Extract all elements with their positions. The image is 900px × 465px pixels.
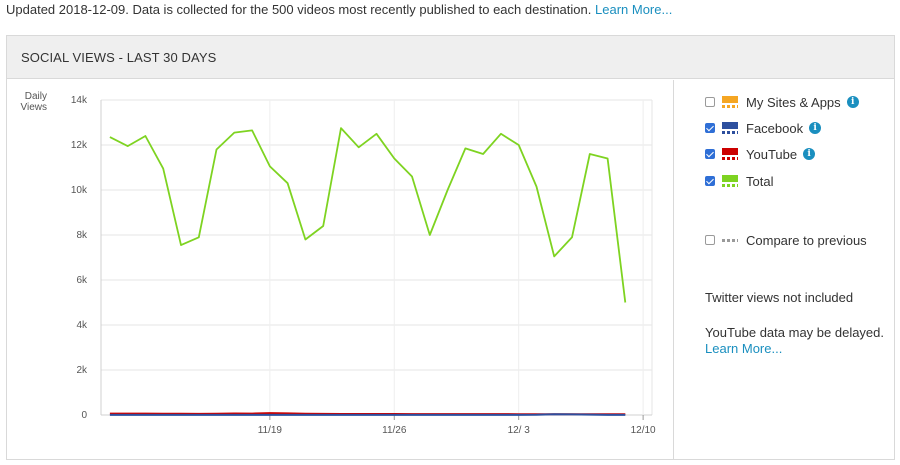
update-note: Updated 2018-12-09. Data is collected fo…	[6, 2, 672, 17]
legend-item-total[interactable]: Total	[705, 172, 773, 190]
y-axis-label: Daily	[25, 91, 47, 102]
y-tick-label: 4k	[76, 320, 88, 331]
y-tick-label: 14k	[71, 95, 88, 106]
youtube-note: YouTube data may be delayed. Learn More.…	[705, 325, 890, 357]
checkbox-icon[interactable]	[705, 97, 715, 107]
social-views-panel: SOCIAL VIEWS - LAST 30 DAYS 0 2k 4k 6k 8k 10k…	[6, 35, 895, 460]
series-line-facebook	[110, 414, 625, 415]
info-icon[interactable]: i	[809, 122, 821, 134]
y-tick-label: 6k	[76, 275, 88, 286]
legend-label-facebook: Facebook	[746, 121, 803, 136]
orange-swatch-icon	[722, 96, 738, 108]
info-icon[interactable]: i	[847, 96, 859, 108]
red-swatch-icon	[722, 148, 738, 160]
series-line-total	[110, 128, 625, 302]
legend-label-youtube: YouTube	[746, 147, 797, 162]
legend-item-youtube[interactable]: YouTube i	[705, 145, 815, 163]
y-tick-label: 2k	[76, 365, 88, 376]
info-icon[interactable]: i	[803, 148, 815, 160]
y-tick-label: 10k	[71, 185, 88, 196]
x-tick-label: 11/19	[258, 425, 283, 436]
y-tick-label: 8k	[76, 230, 88, 241]
learn-more-link-sidebar[interactable]: Learn More...	[705, 341, 782, 356]
x-tick-label: 12/ 3	[508, 425, 531, 436]
compare-to-previous[interactable]: Compare to previous	[705, 231, 867, 249]
blue-swatch-icon	[722, 122, 738, 134]
legend-sidebar: My Sites & Apps i Facebook i YouTube i T…	[675, 80, 895, 460]
chart-area: 0 2k 4k 6k 8k 10k 12k 14k 11/19 11/26 12/ 3 12/10 Da…	[7, 80, 674, 460]
y-tick-label: 12k	[71, 140, 88, 151]
panel-title: SOCIAL VIEWS - LAST 30 DAYS	[7, 36, 894, 79]
green-swatch-icon	[722, 175, 738, 187]
x-tick-label: 12/10	[631, 425, 656, 436]
update-note-text: Updated 2018-12-09. Data is collected fo…	[6, 2, 591, 17]
youtube-delay-text: YouTube data may be delayed.	[705, 325, 884, 340]
checkbox-icon[interactable]	[705, 149, 715, 159]
twitter-note: Twitter views not included	[705, 290, 890, 306]
x-tick-label: 11/26	[382, 425, 407, 436]
legend-item-facebook[interactable]: Facebook i	[705, 119, 821, 137]
y-tick-label: 0	[81, 410, 87, 421]
checkbox-icon[interactable]	[705, 176, 715, 186]
y-axis-label: Views	[21, 102, 48, 113]
checkbox-icon[interactable]	[705, 235, 715, 245]
legend-label-total: Total	[746, 174, 773, 189]
legend-label-my-sites-apps: My Sites & Apps	[746, 95, 841, 110]
learn-more-link-top[interactable]: Learn More...	[595, 2, 672, 17]
legend-item-my-sites-apps[interactable]: My Sites & Apps i	[705, 93, 859, 111]
line-chart: 0 2k 4k 6k 8k 10k 12k 14k 11/19 11/26 12/ 3 12/10 Da…	[7, 80, 674, 460]
compare-label: Compare to previous	[746, 233, 867, 248]
dashed-line-icon	[722, 239, 738, 242]
checkbox-icon[interactable]	[705, 123, 715, 133]
